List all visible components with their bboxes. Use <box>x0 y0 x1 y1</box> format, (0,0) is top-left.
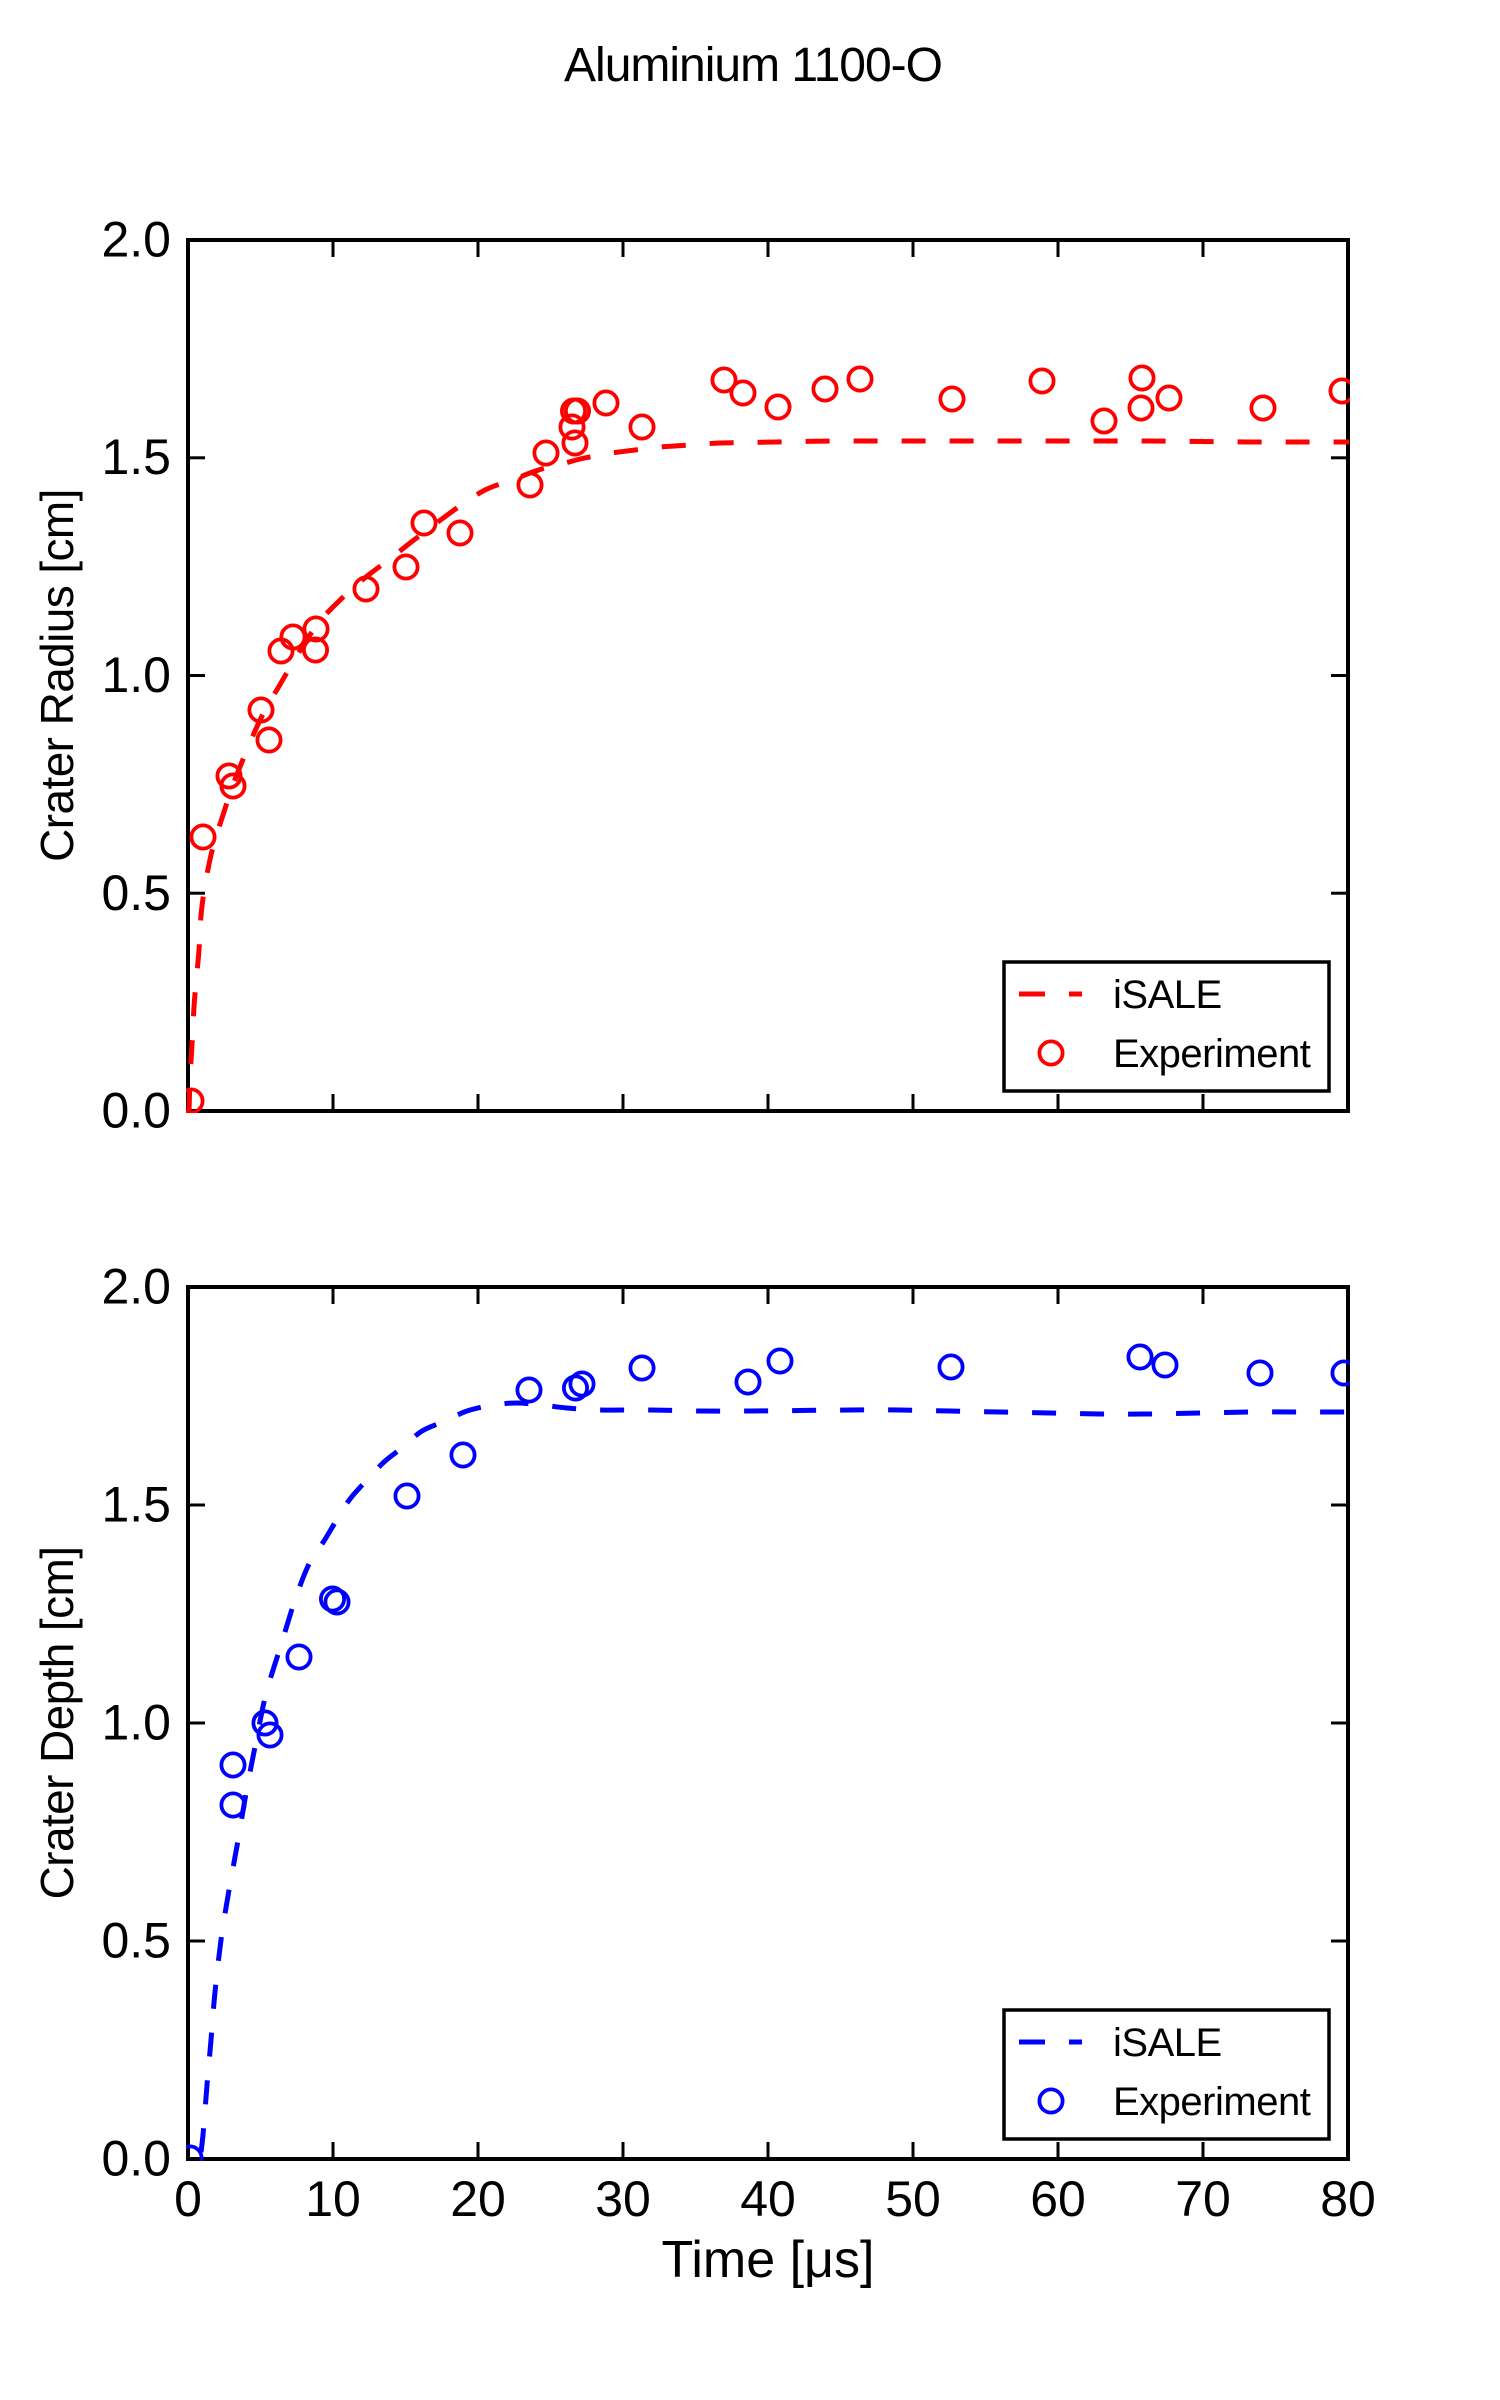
svg-text:60: 60 <box>1030 2171 1086 2227</box>
svg-text:iSALE: iSALE <box>1113 973 1222 1017</box>
svg-text:50: 50 <box>885 2171 941 2227</box>
svg-text:1.5: 1.5 <box>101 1477 171 1533</box>
svg-text:Experiment: Experiment <box>1113 1032 1311 1076</box>
svg-text:0.0: 0.0 <box>101 2131 171 2187</box>
svg-text:80: 80 <box>1320 2171 1376 2227</box>
svg-text:1.5: 1.5 <box>101 429 171 485</box>
svg-text:Aluminium 1100-O: Aluminium 1100-O <box>564 39 942 92</box>
svg-text:Experiment: Experiment <box>1113 2080 1311 2124</box>
svg-text:10: 10 <box>305 2171 361 2227</box>
svg-text:30: 30 <box>595 2171 651 2227</box>
svg-text:20: 20 <box>450 2171 506 2227</box>
svg-text:0: 0 <box>174 2171 202 2227</box>
svg-text:2.0: 2.0 <box>101 212 171 268</box>
svg-text:1.0: 1.0 <box>101 1695 171 1751</box>
svg-text:40: 40 <box>740 2171 796 2227</box>
svg-text:Time [μs]: Time [μs] <box>662 2231 875 2289</box>
svg-text:0.5: 0.5 <box>101 865 171 921</box>
svg-text:0.0: 0.0 <box>101 1083 171 1139</box>
svg-text:Crater Radius [cm]: Crater Radius [cm] <box>31 489 83 862</box>
svg-text:Crater Depth [cm]: Crater Depth [cm] <box>31 1547 83 1900</box>
svg-text:1.0: 1.0 <box>101 647 171 703</box>
svg-text:iSALE: iSALE <box>1113 2021 1222 2065</box>
svg-text:70: 70 <box>1175 2171 1231 2227</box>
svg-text:0.5: 0.5 <box>101 1913 171 1969</box>
svg-text:2.0: 2.0 <box>101 1259 171 1315</box>
